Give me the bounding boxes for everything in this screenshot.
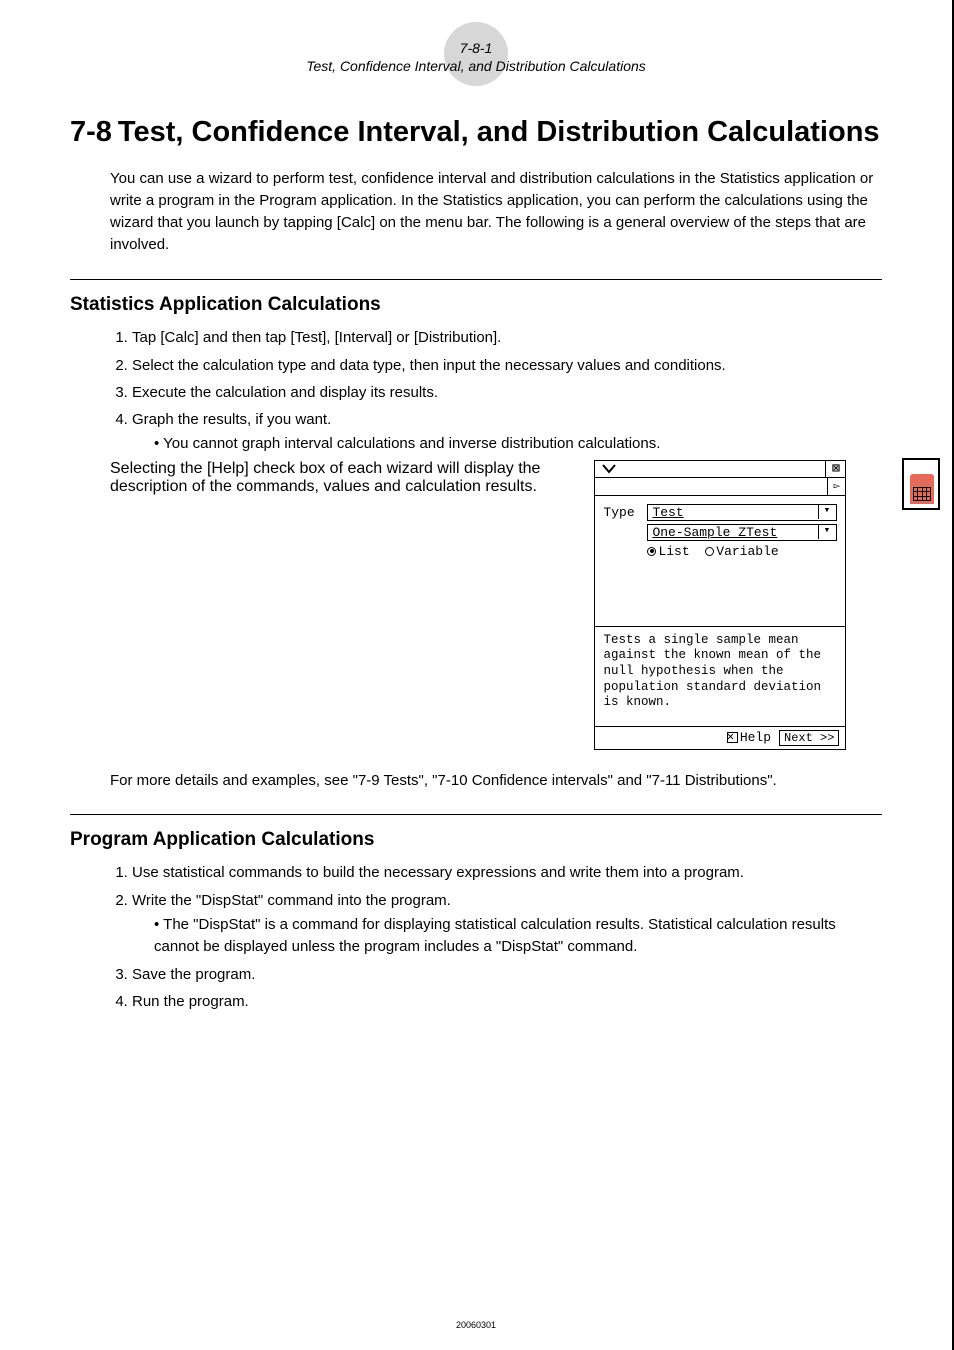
next-button[interactable]: Next >> [779, 730, 839, 746]
subheading-stats: Statistics Application Calculations [70, 294, 882, 316]
sub-bullet-list: The "DispStat" is a command for displayi… [154, 914, 882, 959]
list-item: Graph the results, if you want. You cann… [132, 408, 882, 456]
type-row: Type Test [603, 504, 837, 521]
radio-variable-label: Variable [716, 544, 778, 559]
help-checkbox-label: Help [740, 730, 771, 745]
divider [70, 814, 882, 815]
wizard-menu-icon[interactable] [595, 461, 825, 477]
type-select[interactable]: Test [647, 504, 837, 521]
page-subtitle: Test, Confidence Interval, and Distribut… [70, 58, 882, 74]
page-reference: 7-8-1 [70, 40, 882, 56]
help-description-text: Selecting the [Help] check box of each w… [110, 460, 580, 496]
help-checkbox-wrap[interactable]: Help [727, 730, 771, 745]
sub-bullet-list: You cannot graph interval calculations a… [154, 433, 882, 456]
subheading-program: Program Application Calculations [70, 829, 882, 851]
radio-variable[interactable] [705, 547, 714, 556]
toolbar-scroll-right-icon[interactable]: ▻ [827, 478, 845, 495]
divider [70, 279, 882, 280]
wrap-row: Selecting the [Help] check box of each w… [110, 460, 882, 750]
list-item: Tap [Calc] and then tap [Test], [Interva… [132, 326, 882, 349]
bullet-item: The "DispStat" is a command for displayi… [154, 914, 882, 959]
program-steps-list: Use statistical commands to build the ne… [110, 861, 882, 1013]
intro-paragraph: You can use a wizard to perform test, co… [110, 168, 882, 255]
type-label: Type [603, 505, 647, 520]
wizard-help-text: Tests a single sample mean against the k… [595, 626, 845, 726]
section-number: 7-8 [70, 114, 112, 150]
section-title-text: Test, Confidence Interval, and Distribut… [118, 116, 880, 148]
list-item: Execute the calculation and display its … [132, 381, 882, 404]
stats-steps-list: Tap [Calc] and then tap [Test], [Interva… [110, 326, 882, 456]
wizard-titlebar: ⊠ [595, 461, 845, 478]
calculator-wizard-screenshot: ⊠ ▻ Type Test One-Sample ZTest List Vari… [594, 460, 846, 750]
radio-list-label: List [658, 544, 689, 559]
step-text: Graph the results, if you want. [132, 411, 331, 428]
list-item: Select the calculation type and data typ… [132, 354, 882, 377]
radio-list[interactable] [647, 547, 656, 556]
header-block: 7-8-1 Test, Confidence Interval, and Dis… [70, 40, 882, 74]
more-details-text: For more details and examples, see "7-9 … [110, 770, 882, 793]
footer-date-code: 20060301 [456, 1320, 496, 1330]
help-checkbox[interactable] [727, 732, 738, 743]
subtype-row: One-Sample ZTest [603, 524, 837, 541]
toolbar-spacer [595, 478, 827, 495]
section-title: 7-8Test, Confidence Interval, and Distri… [70, 114, 882, 150]
list-item: Write the "DispStat" command into the pr… [132, 889, 882, 959]
step-text: Write the "DispStat" command into the pr… [132, 892, 451, 909]
page: 7-8-1 Test, Confidence Interval, and Dis… [0, 0, 954, 1350]
wizard-toolbar: ▻ [595, 478, 845, 496]
close-icon[interactable]: ⊠ [825, 461, 845, 477]
list-item: Save the program. [132, 963, 882, 986]
wizard-footer: Help Next >> [595, 726, 845, 749]
radio-row: List Variable [603, 544, 837, 559]
subtype-select[interactable]: One-Sample ZTest [647, 524, 837, 541]
list-item: Use statistical commands to build the ne… [132, 861, 882, 884]
list-item: Run the program. [132, 990, 882, 1013]
calculator-tab-icon[interactable] [902, 458, 940, 510]
wizard-body: Type Test One-Sample ZTest List Variable [595, 496, 845, 626]
bullet-item: You cannot graph interval calculations a… [154, 433, 882, 456]
wrap-text: Selecting the [Help] check box of each w… [110, 460, 540, 495]
